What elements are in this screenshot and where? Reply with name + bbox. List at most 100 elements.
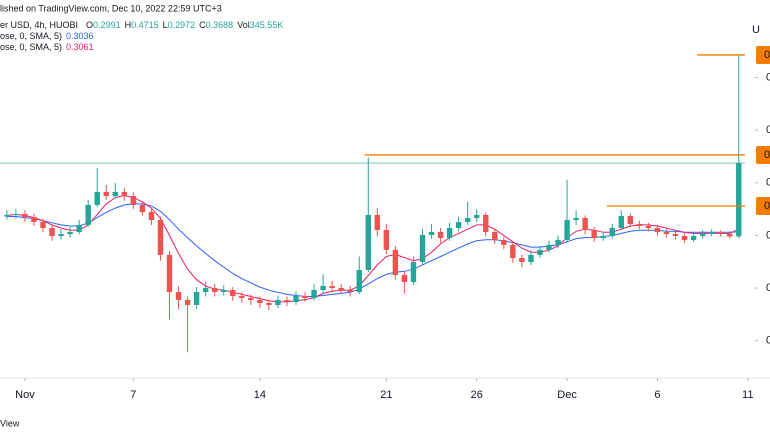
legend-symbol: er USD, 4h, HUOBI O0.2991 H0.4715 L0.2972 C0… <box>0 20 283 30</box>
candle-body <box>681 236 688 240</box>
candle-body <box>708 232 715 234</box>
y-tick-label: 0.25 <box>766 282 770 294</box>
candle-body <box>473 214 480 218</box>
candle-body <box>736 163 742 237</box>
candle-body <box>329 286 335 288</box>
y-tick-label: 0.2 <box>766 335 770 347</box>
level-badge <box>756 197 770 215</box>
candle-body <box>184 300 191 305</box>
candle-body <box>591 230 597 238</box>
candle-body <box>582 218 588 230</box>
candle-body <box>654 228 661 232</box>
candle-body <box>58 234 64 236</box>
published-note: lished on TradingView.com, Dec 10, 2022 … <box>0 3 222 13</box>
candle-body <box>302 296 308 298</box>
candle-body <box>230 290 236 296</box>
sma-value: 0.3061 <box>66 42 94 52</box>
candle-body <box>428 232 435 235</box>
x-tick-label: 6 <box>654 389 660 401</box>
candle-body <box>510 244 516 258</box>
candle-body <box>284 300 290 302</box>
candle-body <box>492 232 498 240</box>
candle-body <box>383 230 390 250</box>
candle-body <box>437 232 444 238</box>
candle-body <box>392 249 399 275</box>
ohlc-key: C <box>199 20 206 30</box>
level-badge-label: 0.3765 <box>764 149 770 161</box>
candle-body <box>103 192 109 196</box>
ohlc-value: 0.3688 <box>206 20 234 30</box>
axis-currency: U <box>752 24 760 36</box>
candle-body <box>293 296 299 302</box>
y-tick-label: 0.45 <box>766 71 770 83</box>
level-badge-label: 0.328 <box>764 200 770 212</box>
candle-body <box>726 234 733 237</box>
sma-line <box>6 194 739 303</box>
candle-body <box>166 254 173 292</box>
candle-body <box>139 204 146 212</box>
legend-sma: ose, 0, SMA, 5) 0.3061 <box>0 42 94 52</box>
candle-body <box>239 296 245 298</box>
candle-body <box>519 258 525 262</box>
candle-body <box>663 232 670 234</box>
candle-body <box>410 262 417 282</box>
sma-name: ose, 0, SMA, 5) <box>0 42 62 52</box>
candle-body <box>636 224 643 226</box>
candle-body <box>699 234 706 236</box>
candle-body <box>546 244 552 250</box>
ohlc-value: 0.2972 <box>168 20 196 30</box>
candle-body <box>202 288 209 292</box>
candle-body <box>609 228 615 236</box>
candle-body <box>175 292 182 300</box>
candle-body <box>600 236 606 238</box>
candle-body <box>130 196 137 205</box>
candle-body <box>338 288 344 290</box>
candle-body <box>419 234 426 262</box>
symbol: er USD, 4h, HUOBI <box>0 20 78 30</box>
candle-body <box>672 234 679 236</box>
candle-body <box>94 192 100 205</box>
candle-body <box>4 214 10 217</box>
candle-body <box>221 290 227 292</box>
candle-body <box>401 274 408 282</box>
candle-body <box>22 214 28 218</box>
sma-line <box>6 203 739 297</box>
candle-body <box>528 254 534 262</box>
candle-body <box>275 300 281 305</box>
candle-body <box>483 214 489 232</box>
ohlc-key: L <box>163 20 168 30</box>
sma-name: ose, 0, SMA, 5) <box>0 31 62 41</box>
legend-sma: ose, 0, SMA, 5) 0.3036 <box>0 31 94 41</box>
candle-body <box>564 220 570 240</box>
level-badge <box>756 45 770 64</box>
candle-body <box>573 218 579 220</box>
x-tick-label: 7 <box>130 389 136 401</box>
y-tick-label: 0.3 <box>766 229 770 241</box>
candle-body <box>645 226 652 228</box>
x-tick-label: 21 <box>380 389 392 401</box>
candle-body <box>157 220 164 255</box>
candle-body <box>85 204 91 225</box>
x-tick-label: 11 <box>742 389 753 401</box>
candle-body <box>248 298 254 300</box>
candle-body <box>257 300 263 303</box>
candle-body <box>121 192 128 196</box>
candle-body <box>464 218 471 222</box>
candle-body <box>501 240 507 245</box>
x-tick-label: 14 <box>254 389 266 401</box>
candle-body <box>112 192 119 196</box>
level-badge <box>756 145 770 164</box>
ohlc-key: O <box>86 20 93 30</box>
candle-body <box>148 212 155 220</box>
footer: View <box>0 418 20 428</box>
candle-body <box>320 286 326 290</box>
candle-body <box>555 240 561 245</box>
x-tick-label: Nov <box>15 389 35 401</box>
candle-body <box>311 290 317 298</box>
candle-body <box>446 228 453 238</box>
ohlc-value: 0.2991 <box>93 20 121 30</box>
x-tick-label: Dec <box>557 389 577 401</box>
ohlc-value: 345.55K <box>250 20 284 30</box>
